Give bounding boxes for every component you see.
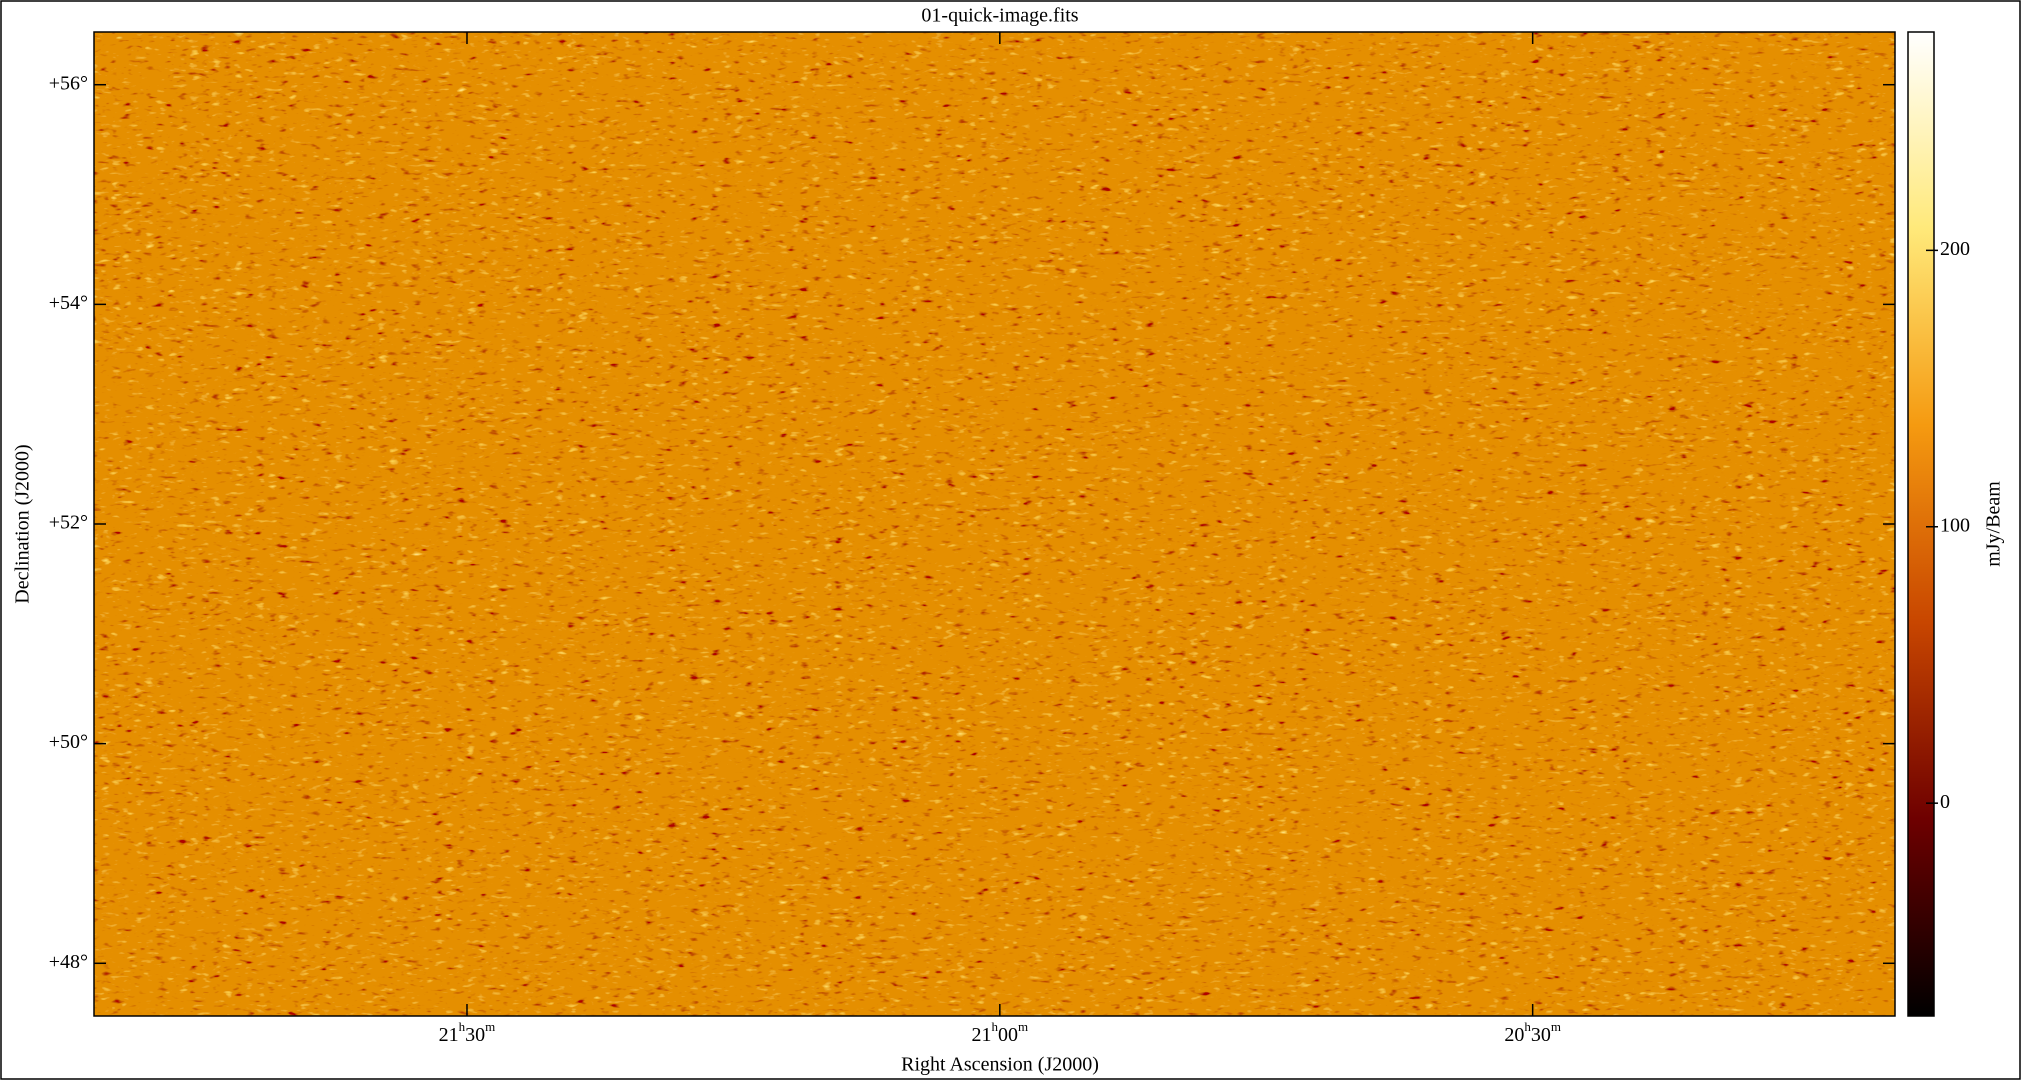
image — [94, 32, 1895, 1016]
y-tick-label: +50° — [49, 731, 88, 753]
x-tick-label: 21h00m — [972, 1019, 1029, 1045]
colorbar-tick-label: 100 — [1940, 514, 1970, 536]
colorbar-tick-label: 200 — [1940, 238, 1970, 260]
y-tick-label: +54° — [49, 292, 88, 314]
y-tick-label: +52° — [49, 512, 88, 534]
x-axis-label: Right Ascension (J2000) — [901, 1054, 1099, 1076]
x-tick-label: 21h30m — [439, 1019, 496, 1045]
page: 01-quick-image.fits Right Ascension (J20… — [0, 0, 2021, 1080]
chart-title: 01-quick-image.fits — [921, 5, 1078, 27]
y-tick-label: +48° — [49, 951, 88, 973]
y-axis-label: Declination (J2000) — [12, 444, 34, 603]
figure: 01-quick-image.fits Right Ascension (J20… — [0, 0, 2021, 1080]
colorbar-tick-label: 0 — [1940, 791, 1950, 813]
colorbar-label: mJy/Beam — [1983, 481, 2005, 567]
x-tick-label: 20h30m — [1504, 1019, 1561, 1045]
colorbar — [1908, 32, 1934, 1016]
y-tick-label: +56° — [49, 72, 88, 94]
